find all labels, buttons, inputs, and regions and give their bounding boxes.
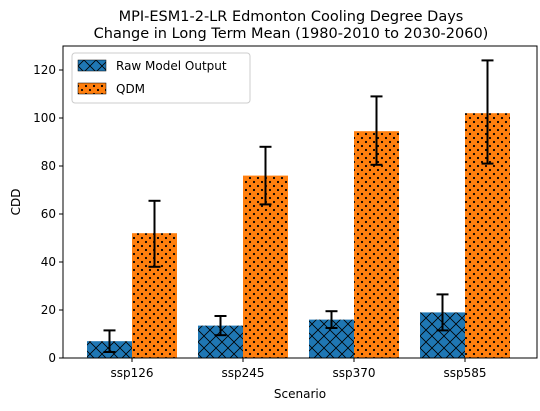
x-tick-label-ssp126: ssp126 [110, 366, 153, 380]
chart-title-line1: MPI-ESM1-2-LR Edmonton Cooling Degree Da… [119, 9, 464, 25]
y-tick-label: 60 [41, 207, 56, 221]
y-tick-label: 0 [48, 351, 56, 365]
errorbar-raw-ssp585 [436, 293, 449, 332]
y-tick-label: 120 [33, 63, 56, 77]
y-axis: 0 20 40 60 80 100 120 [33, 63, 63, 365]
plot-frame [62, 45, 538, 359]
errorbar-raw-ssp370 [325, 310, 338, 329]
errorbar-raw-ssp126 [103, 329, 116, 353]
x-tick-label-ssp370: ssp370 [332, 366, 375, 380]
errorbar-qdm-ssp126 [148, 199, 161, 268]
x-axis-label: Scenario [274, 387, 326, 401]
y-tick-label: 80 [41, 159, 56, 173]
legend: Raw Model Output QDM [71, 52, 251, 104]
legend-label-qdm: QDM [116, 82, 145, 96]
y-axis-label: CDD [9, 189, 23, 216]
y-tick-label: 40 [41, 255, 56, 269]
chart-title-line2: Change in Long Term Mean (1980-2010 to 2… [94, 26, 489, 42]
x-tick-label-ssp585: ssp585 [443, 366, 486, 380]
errorbars-layer [103, 59, 494, 353]
errorbar-qdm-ssp245 [259, 145, 272, 206]
x-tick-label-ssp245: ssp245 [221, 366, 264, 380]
errorbar-qdm-ssp585 [481, 59, 494, 165]
errorbar-raw-ssp245 [214, 315, 227, 337]
bars-layer [87, 113, 510, 358]
bar-qdm-ssp245 [243, 175, 288, 358]
legend-label-raw: Raw Model Output [116, 59, 227, 73]
errorbar-qdm-ssp370 [370, 95, 383, 166]
y-tick-label: 100 [33, 111, 56, 125]
y-tick-label: 20 [41, 303, 56, 317]
x-axis: ssp126 ssp245 ssp370 ssp585 [110, 358, 487, 380]
legend-frame [71, 52, 251, 104]
bar-qdm-ssp370 [354, 131, 399, 358]
legend-swatch-raw [77, 59, 107, 72]
legend-swatch-qdm [77, 82, 107, 95]
